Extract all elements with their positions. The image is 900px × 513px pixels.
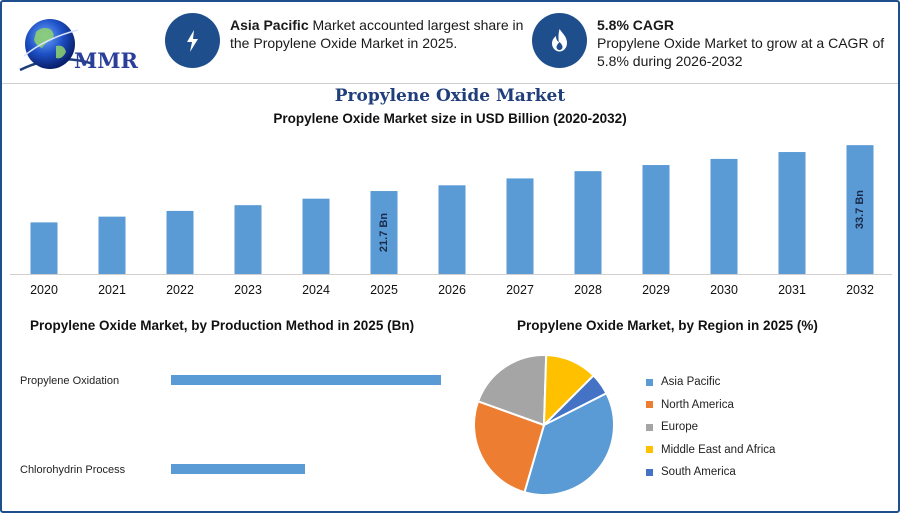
region-legend: Asia Pacific North America Europe Middle Ea…	[646, 371, 886, 484]
bar-2022	[166, 210, 194, 274]
x-tick-label: 2028	[574, 283, 602, 297]
hbar-propylene-oxidation	[171, 375, 441, 385]
bar-2021	[98, 216, 126, 274]
bar-2029	[642, 165, 670, 274]
x-tick-label: 2025	[370, 283, 398, 297]
pie-slice-asia-pacific	[523, 391, 615, 496]
bar-2031	[778, 152, 806, 274]
region-pie-chart	[473, 355, 615, 496]
x-tick-label: 2022	[166, 283, 194, 297]
legend-item: Asia Pacific	[646, 371, 886, 394]
legend-swatch	[646, 446, 653, 454]
chart-subtitle: Propylene Oxide Market size in USD Billi…	[273, 111, 627, 126]
bar-2030	[710, 158, 738, 274]
highlight-cagr: 5.8% CAGR Propylene Oxide Market to grow…	[532, 13, 892, 73]
legend-item: North America	[646, 394, 886, 417]
legend-label: North America	[661, 398, 734, 411]
highlight-cagr-bold: 5.8% CAGR	[597, 17, 675, 33]
market-size-bar-chart: 2020 2021 2022 2023 2024 2025 21.7 Bn 2026 2027 2…	[10, 145, 892, 297]
legend-label: Asia Pacific	[661, 376, 721, 389]
highlight-region-text: Asia Pacific Market accounted largest sh…	[230, 16, 525, 52]
legend-swatch	[646, 401, 653, 409]
logo-text: MMR	[74, 48, 138, 73]
pie-slice-north-america	[473, 400, 546, 494]
x-tick-label: 2030	[710, 283, 738, 297]
production-method-bar-chart: Propylene Oxidation Chlorohydrin Process	[20, 375, 441, 476]
x-tick-label: 2020	[30, 283, 58, 297]
x-tick-label: 2029	[642, 283, 670, 297]
header-divider	[2, 83, 898, 84]
legend-item: Middle East and Africa	[646, 439, 886, 462]
bar-2026	[438, 185, 466, 274]
bar-2024	[302, 198, 330, 274]
x-tick-label: 2032	[846, 283, 874, 297]
bar-data-label: 21.7 Bn	[378, 213, 390, 252]
page-title: Propylene Oxide Market	[334, 86, 566, 106]
region-title: Propylene Oxide Market, by Region in 202…	[517, 318, 818, 333]
x-tick-label: 2027	[506, 283, 534, 297]
pie-slice-europe	[476, 355, 548, 427]
production-method-title: Propylene Oxide Market, by Production Me…	[30, 318, 415, 333]
legend-item: South America	[646, 461, 886, 484]
bar-2020	[30, 222, 58, 274]
mmr-logo: MMR	[19, 19, 138, 73]
legend-item: Europe	[646, 416, 886, 439]
legend-swatch	[646, 468, 653, 476]
bar-2032	[846, 145, 874, 274]
bar-2025	[370, 191, 398, 274]
legend-swatch	[646, 423, 653, 431]
bar-data-label: 33.7 Bn	[854, 190, 866, 229]
bar-2028	[574, 171, 602, 274]
legend-label: South America	[661, 466, 736, 479]
highlight-cagr-text: 5.8% CAGR Propylene Oxide Market to grow…	[597, 16, 892, 70]
flame-icon	[552, 29, 567, 52]
bar-2023	[234, 205, 262, 274]
x-tick-label: 2021	[98, 283, 126, 297]
pie-slice-south-america	[543, 374, 608, 426]
highlight-region-body: Market accounted largest share in the Pr…	[230, 17, 524, 51]
lightning-icon	[187, 30, 198, 52]
x-tick-label: 2031	[778, 283, 806, 297]
highlight-region-bold: Asia Pacific	[230, 17, 309, 33]
hbar-chlorohydrin-process	[171, 464, 305, 474]
x-tick-label: 2024	[302, 283, 330, 297]
x-tick-label: 2023	[234, 283, 262, 297]
legend-swatch	[646, 378, 653, 386]
legend-label: Europe	[661, 421, 699, 434]
x-tick-label: 2026	[438, 283, 466, 297]
highlight-region: Asia Pacific Market accounted largest sh…	[165, 13, 525, 73]
hbar-category-label: Chlorohydrin Process	[20, 464, 126, 476]
highlight-cagr-body: Propylene Oxide Market to grow at a CAGR…	[597, 35, 885, 69]
bar-2027	[506, 178, 534, 274]
lightning-icon-circle	[165, 13, 220, 68]
hbar-category-label: Propylene Oxidation	[20, 375, 119, 387]
legend-label: Middle East and Africa	[661, 443, 776, 456]
flame-icon-circle	[532, 13, 587, 68]
